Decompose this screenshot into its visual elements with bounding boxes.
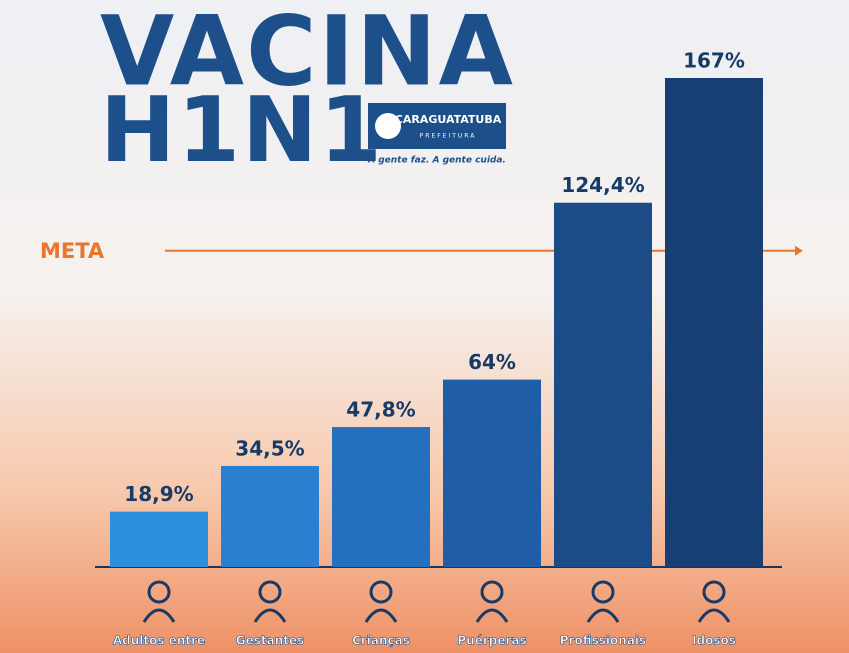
value-label: 18,9% [124,482,193,506]
bar [332,427,430,567]
chart: VACINA H1N1 CARAGUATATUBA PREFEITURA A g… [0,0,849,653]
value-label: 124,4% [561,173,644,197]
bar [443,380,541,567]
bar [221,466,319,567]
logo-sub: PREFEITURA [420,133,477,140]
value-label: 34,5% [235,436,304,460]
x-tick-label: Crianças [352,634,410,648]
value-label: 64% [468,350,516,374]
bar [665,78,763,567]
x-tick-label: Adultos entre [113,634,205,648]
x-tick-label: Idosos [692,634,736,648]
bar [554,203,652,567]
logo-name: CARAGUATATUBA [395,113,502,126]
target-label: META [40,239,105,263]
x-tick-label: Puérperas [457,634,526,648]
value-label: 167% [683,49,745,73]
x-tick-label: Profissionais [560,634,646,648]
chart-subtitle: H1N1 [100,78,384,183]
logo-slogan: A gente faz. A gente cuida. [367,156,506,166]
x-tick-label: Gestantes [236,634,305,648]
bar [110,512,208,567]
value-label: 47,8% [346,398,415,422]
